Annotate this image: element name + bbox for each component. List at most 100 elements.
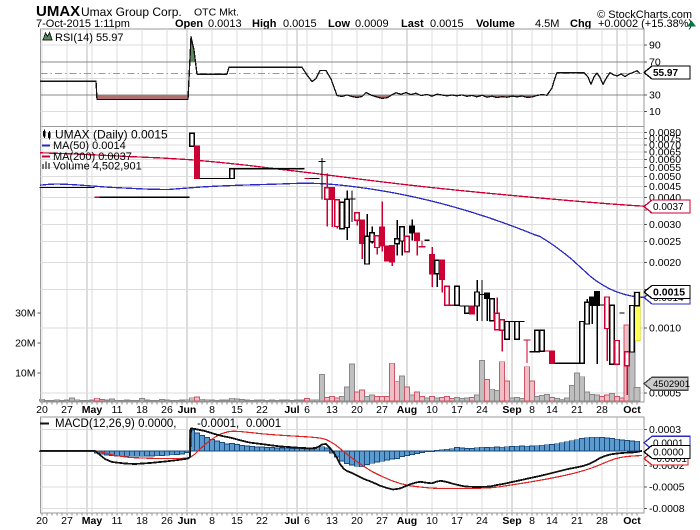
svg-text:High: High — [252, 18, 277, 30]
svg-text:Sep: Sep — [502, 515, 521, 527]
svg-text:0.0009: 0.0009 — [355, 18, 389, 30]
svg-text:-0.0008: -0.0008 — [649, 503, 685, 515]
svg-text:28: 28 — [596, 515, 608, 527]
svg-text:MACD(12,26,9) 0.0000,: MACD(12,26,9) 0.0000, — [55, 418, 176, 430]
svg-text:7-Oct-2015 1:11pm: 7-Oct-2015 1:11pm — [36, 18, 130, 30]
svg-text:4.5M: 4.5M — [535, 18, 559, 30]
svg-text:Oct: Oct — [623, 515, 641, 527]
svg-text:Last: Last — [401, 18, 424, 30]
svg-text:11: 11 — [112, 515, 123, 527]
svg-text:13: 13 — [326, 404, 338, 416]
svg-text:Chg: Chg — [570, 18, 591, 30]
svg-text:11: 11 — [112, 404, 123, 416]
svg-text:0.0037: 0.0037 — [653, 202, 684, 213]
svg-text:0.0001: 0.0001 — [653, 438, 684, 449]
svg-text:8: 8 — [209, 404, 215, 416]
svg-text:0.0020: 0.0020 — [649, 257, 681, 269]
svg-text:14: 14 — [546, 404, 558, 416]
svg-text:22: 22 — [256, 404, 268, 416]
svg-text:-0.0001,: -0.0001, — [197, 418, 239, 430]
svg-text:0.0070: 0.0070 — [649, 140, 681, 152]
svg-text:18: 18 — [136, 515, 148, 527]
svg-text:Sep: Sep — [502, 404, 521, 416]
svg-text:Jul: Jul — [284, 404, 299, 416]
svg-text:20M: 20M — [15, 338, 35, 350]
svg-text:0.0015: 0.0015 — [283, 18, 317, 30]
svg-text:55.97: 55.97 — [653, 68, 678, 79]
svg-text:0.0045: 0.0045 — [649, 181, 681, 193]
svg-text:27: 27 — [61, 404, 73, 416]
svg-text:13: 13 — [326, 515, 338, 527]
svg-text:0.0060: 0.0060 — [649, 154, 681, 166]
svg-text:0.0015: 0.0015 — [653, 287, 685, 299]
svg-text:0.0013: 0.0013 — [208, 18, 242, 30]
svg-text:0.0055: 0.0055 — [649, 162, 681, 174]
svg-text:MA(50) 0.0014: MA(50) 0.0014 — [53, 140, 126, 152]
svg-text:18: 18 — [136, 404, 148, 416]
svg-text:20: 20 — [36, 404, 48, 416]
svg-text:-0.0001: -0.0001 — [653, 454, 687, 465]
svg-text:0.0003: 0.0003 — [649, 424, 681, 436]
svg-text:24: 24 — [476, 515, 488, 527]
svg-text:90: 90 — [649, 40, 661, 52]
svg-text:OTC Mkt.: OTC Mkt. — [194, 7, 239, 19]
svg-text:MA(200) 0.0037: MA(200) 0.0037 — [53, 151, 132, 163]
svg-text:20: 20 — [351, 515, 363, 527]
svg-text:Umax Group Corp.: Umax Group Corp. — [81, 5, 182, 19]
svg-text:May: May — [82, 515, 103, 527]
svg-text:-0.0005: -0.0005 — [649, 482, 685, 494]
svg-text:21: 21 — [571, 515, 583, 527]
svg-text:Open: Open — [175, 18, 203, 30]
svg-text:Oct: Oct — [623, 404, 641, 416]
svg-text:27: 27 — [376, 515, 388, 527]
svg-text:10: 10 — [426, 515, 438, 527]
svg-text:24: 24 — [476, 404, 488, 416]
svg-text:Jul: Jul — [284, 515, 299, 527]
svg-text:0.0030: 0.0030 — [649, 219, 681, 231]
svg-text:15: 15 — [231, 515, 243, 527]
svg-text:Volume 4,502,901: Volume 4,502,901 — [53, 161, 142, 173]
svg-text:26: 26 — [161, 404, 173, 416]
svg-text:70: 70 — [649, 56, 661, 68]
svg-text:17: 17 — [451, 515, 463, 527]
svg-text:22: 22 — [256, 515, 268, 527]
svg-text:0.0025: 0.0025 — [649, 236, 681, 248]
svg-text:4502901: 4502901 — [653, 379, 690, 390]
svg-text:Low: Low — [328, 18, 350, 30]
svg-text:0.0001: 0.0001 — [246, 418, 281, 430]
svg-text:8: 8 — [529, 404, 535, 416]
svg-text:8: 8 — [209, 515, 215, 527]
svg-text:10M: 10M — [15, 368, 35, 380]
svg-text:Volume: Volume — [476, 18, 515, 30]
svg-text:20: 20 — [36, 515, 48, 527]
svg-text:14: 14 — [546, 515, 558, 527]
svg-text:30M: 30M — [15, 308, 35, 320]
svg-text:0.0000: 0.0000 — [653, 447, 684, 458]
svg-text:Jun: Jun — [178, 515, 197, 527]
svg-text:15: 15 — [231, 404, 243, 416]
svg-text:0.0065: 0.0065 — [649, 147, 681, 159]
svg-text:6: 6 — [304, 404, 310, 416]
svg-text:21: 21 — [571, 404, 583, 416]
svg-text:10: 10 — [649, 106, 661, 118]
svg-text:0.0075: 0.0075 — [649, 133, 681, 145]
svg-text:Aug: Aug — [397, 515, 417, 527]
svg-text:Jun: Jun — [178, 404, 197, 416]
svg-text:RSI(14) 55.97: RSI(14) 55.97 — [55, 32, 123, 44]
svg-text:6: 6 — [304, 515, 310, 527]
svg-text:0.0080: 0.0080 — [649, 127, 681, 139]
svg-text:26: 26 — [161, 515, 173, 527]
svg-text:+0.0002 (+15.38%): +0.0002 (+15.38%) — [598, 18, 692, 30]
svg-text:0.0015: 0.0015 — [430, 18, 464, 30]
svg-text:28: 28 — [596, 404, 608, 416]
svg-text:17: 17 — [451, 404, 463, 416]
svg-text:© StockCharts.com: © StockCharts.com — [597, 9, 692, 21]
svg-text:0.0050: 0.0050 — [649, 171, 681, 183]
svg-text:30: 30 — [649, 90, 661, 102]
svg-text:Aug: Aug — [397, 404, 417, 416]
svg-text:0.0010: 0.0010 — [649, 322, 681, 334]
svg-text:May: May — [82, 404, 103, 416]
svg-text:UMAX: UMAX — [36, 3, 80, 20]
svg-text:27: 27 — [376, 404, 388, 416]
svg-text:UMAX (Daily) 0.0015: UMAX (Daily) 0.0015 — [55, 128, 168, 142]
